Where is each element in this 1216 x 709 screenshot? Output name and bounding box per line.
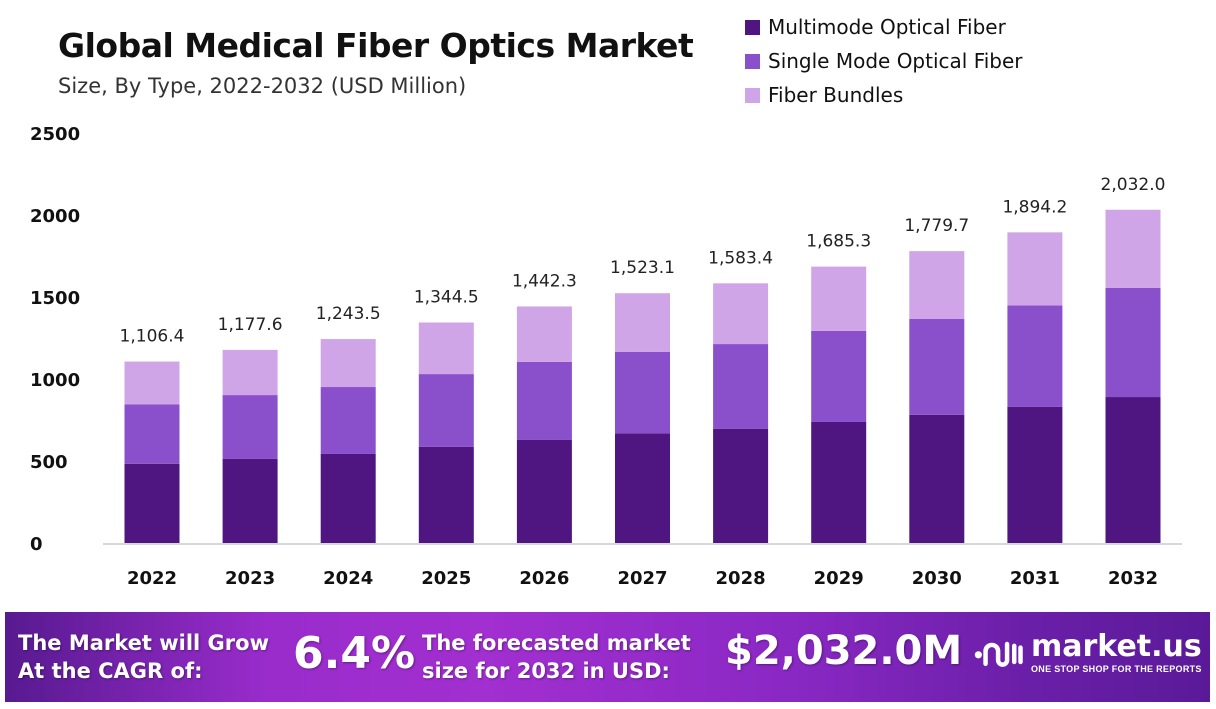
data-label-total: 1,523.1 xyxy=(610,258,675,278)
market-us-logo: market.us ONE STOP SHOP FOR THE REPORTS xyxy=(973,630,1202,675)
cagr-value: 6.4% xyxy=(293,628,416,679)
legend-item-multimode: Multimode Optical Fiber xyxy=(745,10,1023,44)
bar-segment-1-2030 xyxy=(909,414,965,543)
forecast-value: $2,032.0M xyxy=(725,628,963,674)
bar-segment-1-2029 xyxy=(811,421,867,543)
cagr-label: The Market will Grow At the CAGR of: xyxy=(18,629,269,685)
cagr-label-line2: At the CAGR of: xyxy=(18,659,203,683)
bar-segment-3-2031 xyxy=(1007,232,1063,306)
bar-segment-3-2026 xyxy=(516,306,572,362)
bar-segment-3-2025 xyxy=(418,322,474,375)
x-tick-label: 2024 xyxy=(323,568,373,589)
legend-swatch xyxy=(745,53,760,69)
data-label-total: 1,894.2 xyxy=(1002,197,1067,217)
bar-segment-3-2024 xyxy=(320,339,376,388)
bar-segment-1-2022 xyxy=(124,463,180,543)
x-tick-label: 2032 xyxy=(1108,568,1158,589)
data-label-total: 1,779.7 xyxy=(904,216,969,236)
legend-label: Fiber Bundles xyxy=(768,83,904,107)
data-label-total: 1,177.6 xyxy=(218,315,283,335)
logo-icon xyxy=(974,641,1023,667)
bar-segment-2-2029 xyxy=(811,330,867,422)
forecast-label-line2: size for 2032 in USD: xyxy=(422,659,670,683)
y-tick-label: 0 xyxy=(30,534,43,555)
x-tick-label: 2025 xyxy=(421,568,471,589)
bar-segment-3-2028 xyxy=(713,283,769,345)
legend-item-single-mode: Single Mode Optical Fiber xyxy=(745,44,1023,78)
bar-segment-1-2027 xyxy=(615,433,670,543)
data-label-total: 2,032.0 xyxy=(1101,175,1166,195)
x-tick-label: 2030 xyxy=(912,568,962,589)
bar-segment-1-2024 xyxy=(320,453,376,543)
x-tick-label: 2028 xyxy=(716,568,766,589)
x-tick-label: 2023 xyxy=(225,568,275,589)
bar-segment-2-2027 xyxy=(615,351,670,434)
logo-tagline: ONE STOP SHOP FOR THE REPORTS xyxy=(1031,664,1202,674)
logo-name: market.us xyxy=(1031,629,1202,664)
bar-segment-1-2028 xyxy=(713,428,769,543)
bar-segment-2-2030 xyxy=(909,318,965,415)
data-label-total: 1,685.3 xyxy=(806,232,871,252)
legend-label: Single Mode Optical Fiber xyxy=(768,49,1023,73)
y-tick-label: 1500 xyxy=(30,288,80,309)
x-tick-label: 2029 xyxy=(814,568,864,589)
x-tick-label: 2026 xyxy=(519,568,569,589)
chart-subtitle: Size, By Type, 2022-2032 (USD Million) xyxy=(58,74,467,98)
bar-segment-1-2023 xyxy=(222,458,278,543)
legend-swatch xyxy=(745,87,760,103)
data-label-total: 1,106.4 xyxy=(120,327,185,347)
bar-segment-3-2029 xyxy=(811,266,867,331)
y-tick-label: 1000 xyxy=(30,370,80,391)
bar-segment-2-2028 xyxy=(713,344,769,429)
bar-segment-2-2025 xyxy=(418,374,474,447)
data-label-total: 1,442.3 xyxy=(512,271,577,291)
bar-segment-2-2024 xyxy=(320,387,376,454)
legend: Multimode Optical Fiber Single Mode Opti… xyxy=(745,10,1023,112)
bar-segment-1-2032 xyxy=(1105,397,1161,543)
bar-segment-3-2032 xyxy=(1105,209,1161,288)
x-tick-label: 2031 xyxy=(1010,568,1060,589)
bar-segment-2-2026 xyxy=(516,361,572,440)
legend-item-fiber-bundles: Fiber Bundles xyxy=(745,78,1023,112)
bar-segment-2-2032 xyxy=(1105,287,1161,398)
bar-segment-1-2031 xyxy=(1007,406,1063,543)
bar-segment-1-2025 xyxy=(418,446,474,543)
x-tick-label: 2022 xyxy=(127,568,177,589)
bar-segment-2-2022 xyxy=(124,404,180,464)
legend-swatch xyxy=(745,19,760,35)
y-tick-label: 2500 xyxy=(30,124,80,145)
cagr-label-line1: The Market will Grow xyxy=(18,631,269,655)
y-tick-label: 2000 xyxy=(30,206,80,227)
footer-banner: The Market will Grow At the CAGR of: 6.4… xyxy=(5,612,1210,702)
bar-segment-2-2031 xyxy=(1007,305,1063,407)
bar-segment-1-2026 xyxy=(516,439,572,543)
data-label-total: 1,583.4 xyxy=(708,248,773,268)
bar-segment-3-2023 xyxy=(222,349,278,396)
forecast-label-line1: The forecasted market xyxy=(422,631,691,655)
bar-chart: 0 500 1000 1500 2000 2500 1,106.4 2022 1,177.6 20… xyxy=(30,124,1182,589)
bar-segment-3-2030 xyxy=(909,251,965,319)
legend-label: Multimode Optical Fiber xyxy=(768,15,1006,39)
y-tick-label: 500 xyxy=(30,452,68,473)
data-label-total: 1,344.5 xyxy=(414,288,479,308)
bar-segment-2-2023 xyxy=(222,395,278,459)
chart-title: Global Medical Fiber Optics Market xyxy=(58,26,694,65)
x-tick-label: 2027 xyxy=(617,568,667,589)
bar-segment-3-2022 xyxy=(124,361,180,405)
bar-segment-3-2027 xyxy=(615,293,670,352)
forecast-label: The forecasted market size for 2032 in U… xyxy=(422,629,691,685)
data-label-total: 1,243.5 xyxy=(316,304,381,324)
